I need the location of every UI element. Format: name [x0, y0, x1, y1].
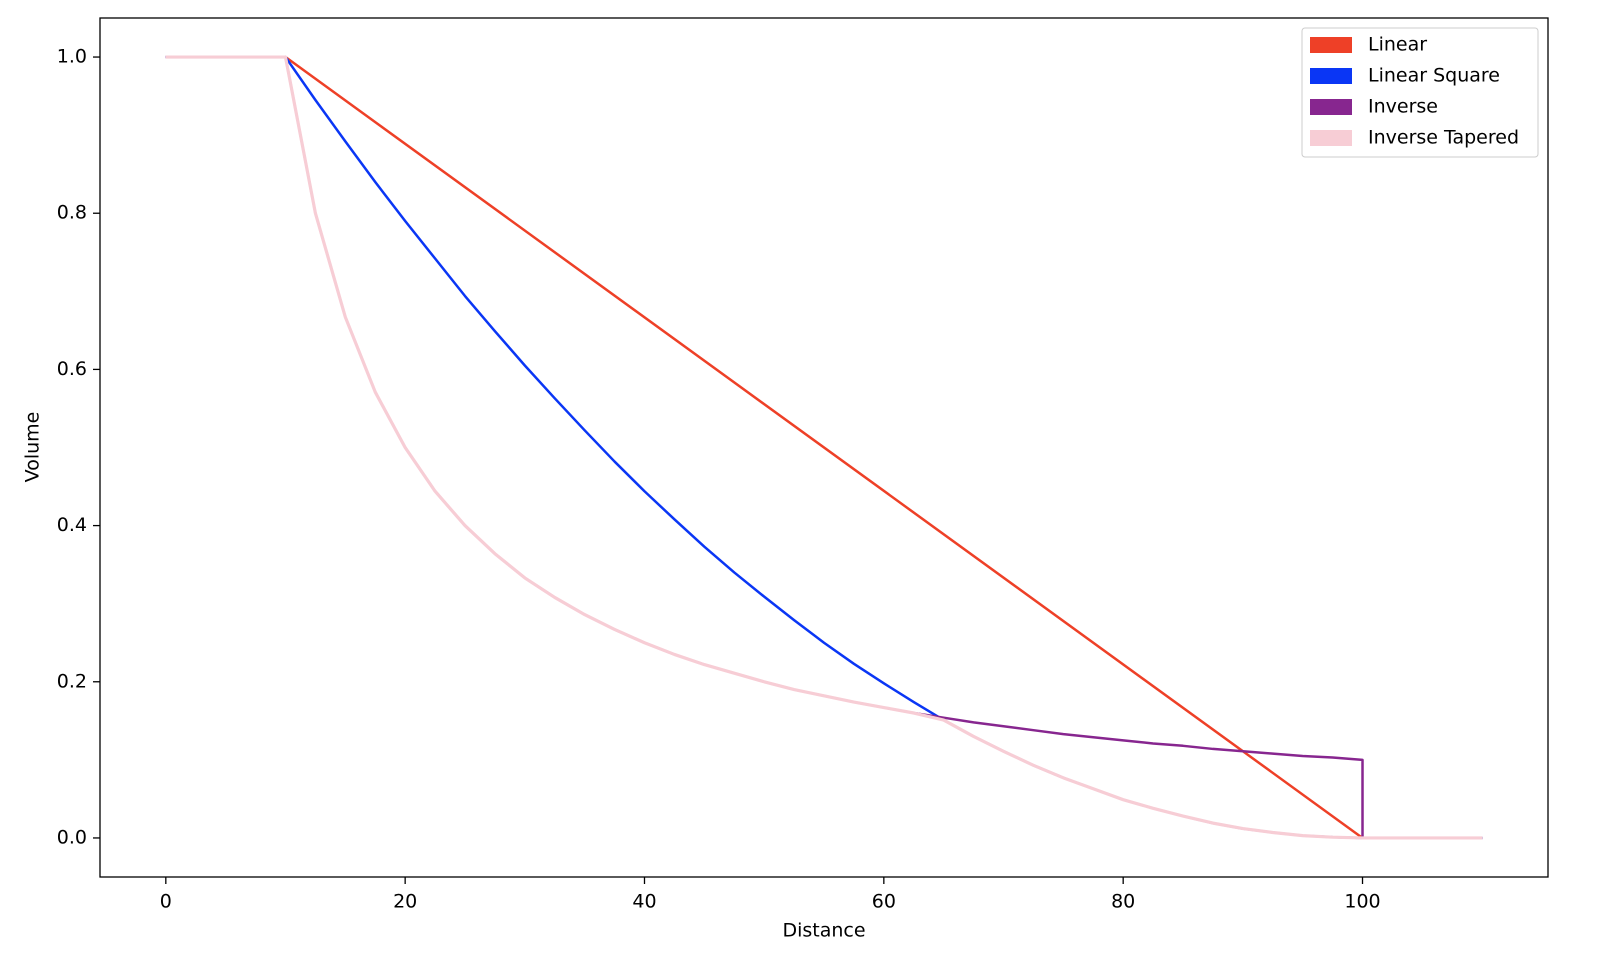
legend-swatch [1310, 99, 1352, 115]
y-tick-label: 0.0 [57, 826, 87, 848]
plot-frame [99, 17, 1549, 878]
y-tick-label: 0.4 [57, 514, 87, 536]
x-tick-label: 80 [1111, 891, 1135, 913]
y-tick-label: 0.8 [57, 202, 87, 224]
x-tick-label: 40 [632, 891, 656, 913]
legend-label: Linear Square [1368, 65, 1500, 87]
series-line [165, 55, 1483, 840]
y-tick-label: 0.2 [57, 670, 87, 692]
legend-swatch [1310, 68, 1352, 84]
legend-swatch [1310, 130, 1352, 146]
legend-label: Linear [1368, 34, 1427, 56]
x-tick-label: 0 [160, 891, 172, 913]
legend-label: Inverse Tapered [1368, 127, 1519, 149]
legend: Linear Linear Square Inverse Inverse Tapere… [1301, 27, 1539, 158]
legend-swatch [1310, 37, 1352, 53]
legend-box [1301, 27, 1539, 158]
y-tick-label: 1.0 [57, 46, 87, 68]
x-tick-label: 20 [393, 891, 417, 913]
x-axis-label: Distance [782, 920, 865, 942]
x-tick-label: 60 [872, 891, 896, 913]
legend-label: Inverse [1368, 96, 1438, 118]
y-tick-label: 0.6 [57, 358, 87, 380]
x-tick-label: 100 [1344, 891, 1380, 913]
y-axis-label: Volume [22, 412, 44, 483]
